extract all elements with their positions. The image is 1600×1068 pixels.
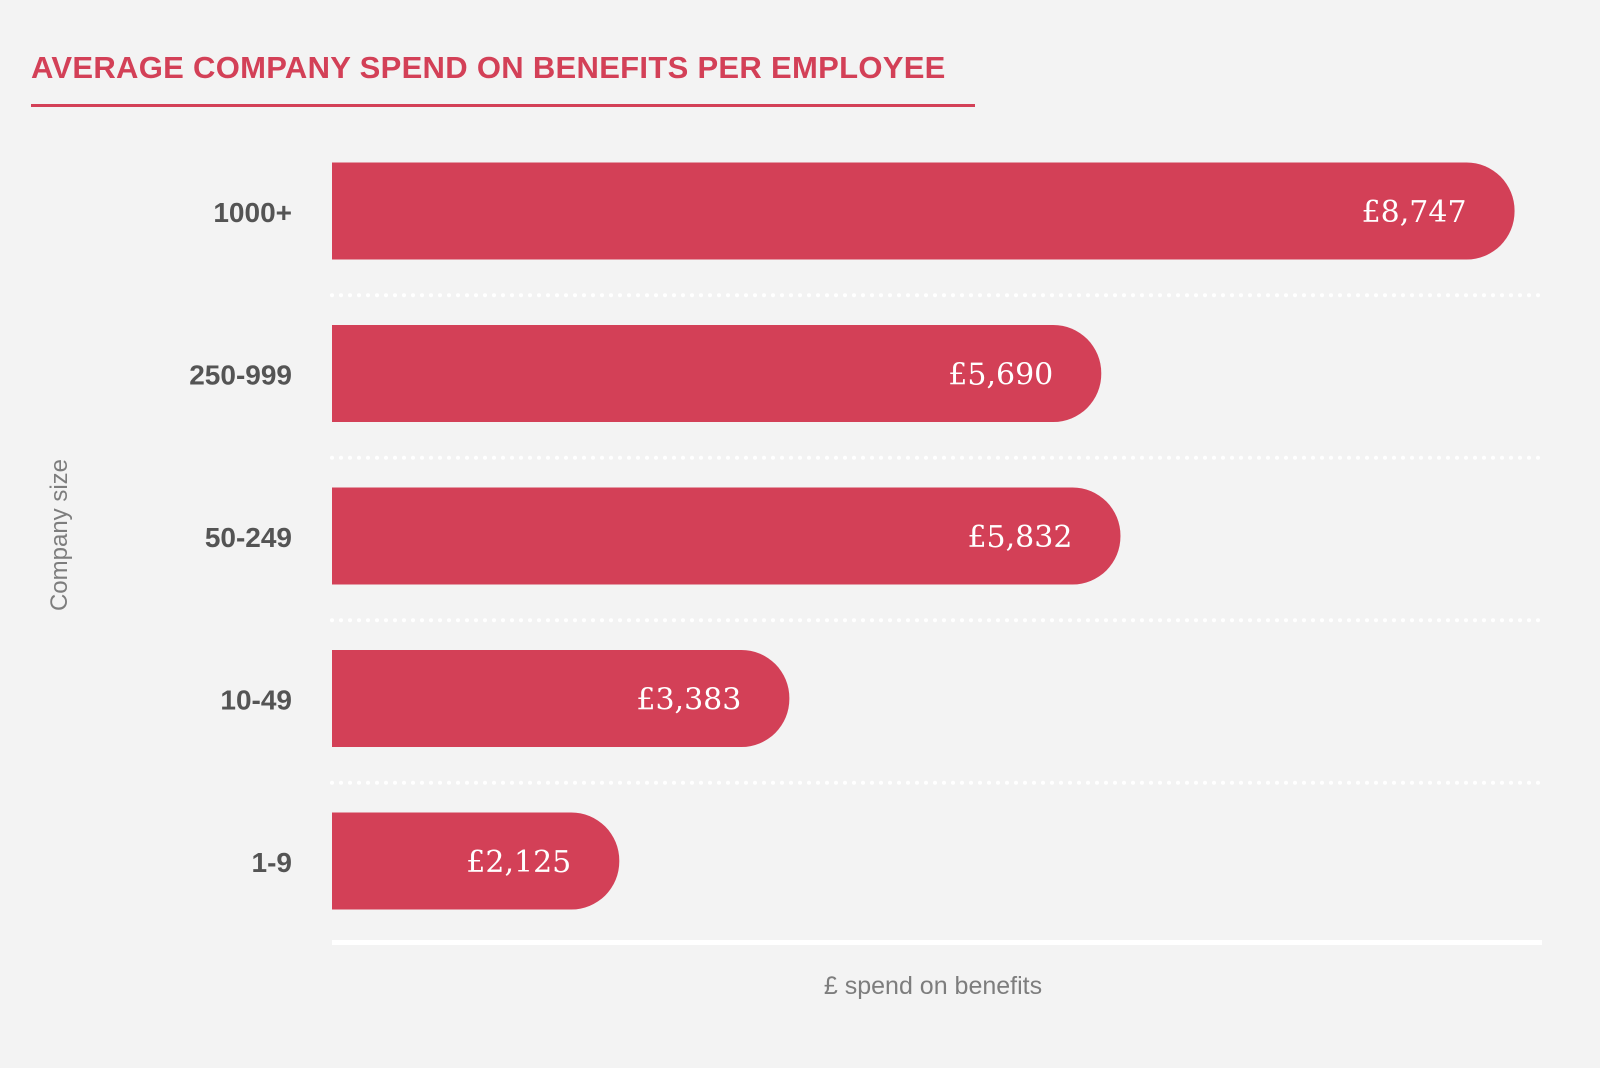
x-axis-label: £ spend on benefits <box>823 972 1043 1000</box>
value-label-50-249: £5,832 <box>967 520 1072 555</box>
category-label-1000+: 1000+ <box>213 197 292 228</box>
category-label-50-249: 50-249 <box>205 522 292 553</box>
value-label-1-9: £2,125 <box>466 845 571 880</box>
value-label-1000+: £8,747 <box>1362 195 1467 230</box>
value-label-250-999: £5,690 <box>948 358 1053 393</box>
bar-10-49 <box>332 650 790 747</box>
bar-50-249 <box>332 487 1121 585</box>
x-axis-line <box>332 940 1542 945</box>
bar-250-999 <box>332 325 1102 422</box>
bar-1000+ <box>332 162 1515 260</box>
chart-title: AVERAGE COMPANY SPEND ON BENEFITS PER EM… <box>31 50 946 85</box>
title-underline <box>31 104 975 107</box>
category-label-250-999: 250-999 <box>189 360 292 391</box>
value-label-10-49: £3,383 <box>636 683 741 718</box>
category-label-1-9: 1-9 <box>252 847 292 878</box>
bar-1-9 <box>332 812 620 910</box>
category-label-10-49: 10-49 <box>220 685 292 716</box>
